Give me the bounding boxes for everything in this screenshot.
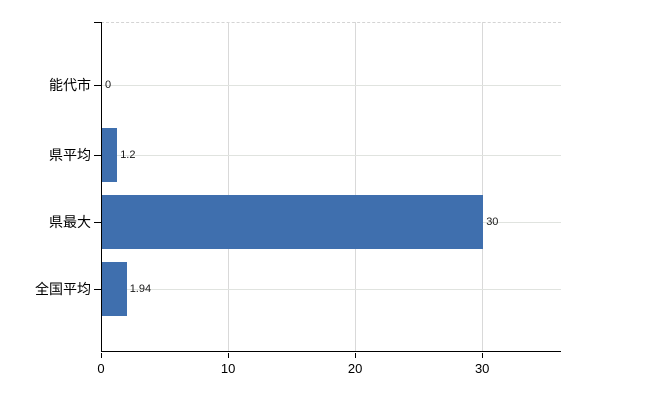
- bar: [102, 262, 127, 316]
- x-axis-tick: [355, 353, 357, 358]
- y-axis-tick: [94, 155, 101, 156]
- y-axis: [101, 22, 102, 352]
- y-axis-tick: [94, 289, 101, 290]
- gridline-vertical: [355, 22, 357, 352]
- bar-value-label: 30: [486, 216, 499, 228]
- category-row: 30: [101, 195, 561, 249]
- category-label: 能代市: [49, 77, 91, 93]
- x-axis-tick: [228, 353, 230, 358]
- plot-top-border: [101, 22, 561, 23]
- gridline-vertical: [482, 22, 484, 352]
- x-axis-tick-label: 10: [220, 361, 236, 376]
- gridline-horizontal: [101, 85, 561, 86]
- category-label: 県最大: [49, 214, 91, 230]
- x-axis-tick-label: 30: [474, 361, 490, 376]
- bar-value-label: 1.94: [129, 283, 152, 295]
- category-label: 県平均: [49, 147, 91, 163]
- category-row: 0: [101, 58, 561, 112]
- bar: [102, 195, 484, 249]
- bar-value-label: 1.2: [120, 149, 136, 161]
- y-axis-tick: [94, 85, 101, 86]
- gridline-vertical: [228, 22, 230, 352]
- category-row: 1.94: [101, 262, 561, 316]
- plot-area: 0 1.2 30 1.94 0 10 20 30: [97, 22, 561, 376]
- gridline-horizontal: [101, 155, 561, 156]
- x-axis-tick: [101, 353, 102, 358]
- category-row: 1.2: [101, 128, 561, 182]
- y-axis-top-tick: [94, 22, 101, 23]
- y-axis-tick: [94, 222, 101, 223]
- x-axis-tick: [482, 353, 484, 358]
- bar: [102, 128, 118, 182]
- x-axis-tick-label: 20: [347, 361, 363, 376]
- category-label: 全国平均: [35, 281, 91, 297]
- x-axis-tick-label: 0: [97, 361, 105, 376]
- bar-value-label: 0: [105, 79, 112, 91]
- x-axis: [101, 351, 561, 352]
- gridline-horizontal: [101, 289, 561, 290]
